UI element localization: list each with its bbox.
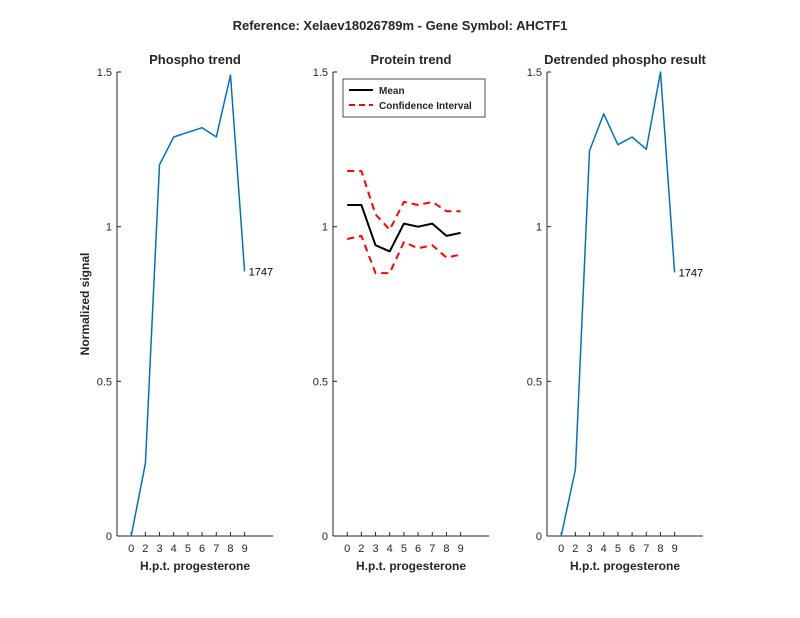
legend: Mean Confidence Interval: [342, 78, 486, 118]
x-tick-label: 8: [227, 543, 233, 555]
x-tick-label: 9: [672, 543, 678, 555]
point-annotation: 1747: [249, 267, 273, 279]
point-annotation: 1747: [679, 267, 703, 279]
y-tick-label: 1.5: [97, 67, 112, 79]
subplot-title: Detrended phospho result: [544, 52, 706, 67]
x-tick-label: 0: [558, 543, 564, 555]
y-tick-label: 1: [322, 222, 328, 234]
x-tick-label: 0: [128, 543, 134, 555]
y-tick-label: 0.5: [527, 376, 542, 388]
figure-title: Reference: Xelaev18026789m - Gene Symbol…: [233, 18, 568, 33]
y-tick-label: 1: [536, 222, 542, 234]
legend-label: Confidence Interval: [379, 101, 472, 112]
x-tick-label: 6: [415, 543, 421, 555]
x-axis-label: H.p.t. progesterone: [356, 559, 466, 573]
x-tick-label: 4: [171, 543, 177, 555]
x-tick-label: 5: [185, 543, 191, 555]
x-tick-label: 2: [358, 543, 364, 555]
y-tick-label: 0: [106, 531, 112, 543]
x-tick-label: 9: [242, 543, 248, 555]
x-tick-label: 3: [372, 543, 378, 555]
x-tick-label: 9: [458, 543, 464, 555]
mean-line: [347, 204, 461, 253]
y-tick-label: 0: [536, 531, 542, 543]
x-tick-label: 3: [156, 543, 162, 555]
x-axis-label: H.p.t. progesterone: [140, 559, 250, 573]
x-tick-label: 7: [213, 543, 219, 555]
x-tick-label: 5: [401, 543, 407, 555]
subplot-title: Phospho trend: [149, 52, 241, 67]
y-tick-label: 0.5: [97, 376, 112, 388]
ci-lower-line: [346, 234, 461, 275]
x-tick-label: 8: [443, 543, 449, 555]
x-tick-label: 5: [615, 543, 621, 555]
y-tick-label: 1.5: [313, 67, 328, 79]
y-tick-label: 1.5: [527, 67, 542, 79]
y-tick-label: 0: [322, 531, 328, 543]
x-tick-label: 3: [586, 543, 592, 555]
y-tick-label: 0.5: [313, 376, 328, 388]
series-line: [130, 74, 246, 537]
x-tick-label: 2: [142, 543, 148, 555]
x-axis-label: H.p.t. progesterone: [570, 559, 680, 573]
x-tick-label: 6: [199, 543, 205, 555]
x-tick-label: 0: [344, 543, 350, 555]
x-tick-label: 4: [387, 543, 393, 555]
legend-box: [342, 78, 486, 118]
legend-label: Mean: [379, 86, 405, 97]
x-tick-label: 4: [601, 543, 607, 555]
x-tick-label: 2: [572, 543, 578, 555]
y-tick-label: 1: [106, 222, 112, 234]
ci-upper-line: [347, 170, 461, 231]
x-tick-label: 7: [429, 543, 435, 555]
x-tick-label: 6: [629, 543, 635, 555]
y-axis-label: Normalized signal: [78, 253, 92, 356]
series-line: [560, 71, 676, 537]
x-tick-label: 7: [643, 543, 649, 555]
x-tick-label: 8: [657, 543, 663, 555]
subplot-title: Protein trend: [371, 52, 452, 67]
